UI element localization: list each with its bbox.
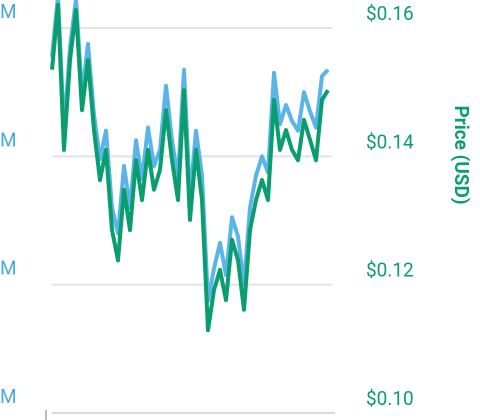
series-line	[50, 0, 330, 303]
y-tick-label: $0.16	[366, 2, 414, 25]
left-tick-label: M	[0, 385, 17, 408]
left-tick-label: M	[0, 0, 17, 23]
y-tick-label: $0.10	[366, 387, 414, 410]
y-tick-label: $0.14	[366, 130, 414, 153]
y-axis-title: Price (USD)	[450, 106, 473, 205]
left-tick-label: M	[0, 257, 17, 280]
series-line	[50, 2, 330, 333]
y-tick-label: $0.12	[366, 259, 414, 282]
left-tick-label: M	[0, 128, 17, 151]
